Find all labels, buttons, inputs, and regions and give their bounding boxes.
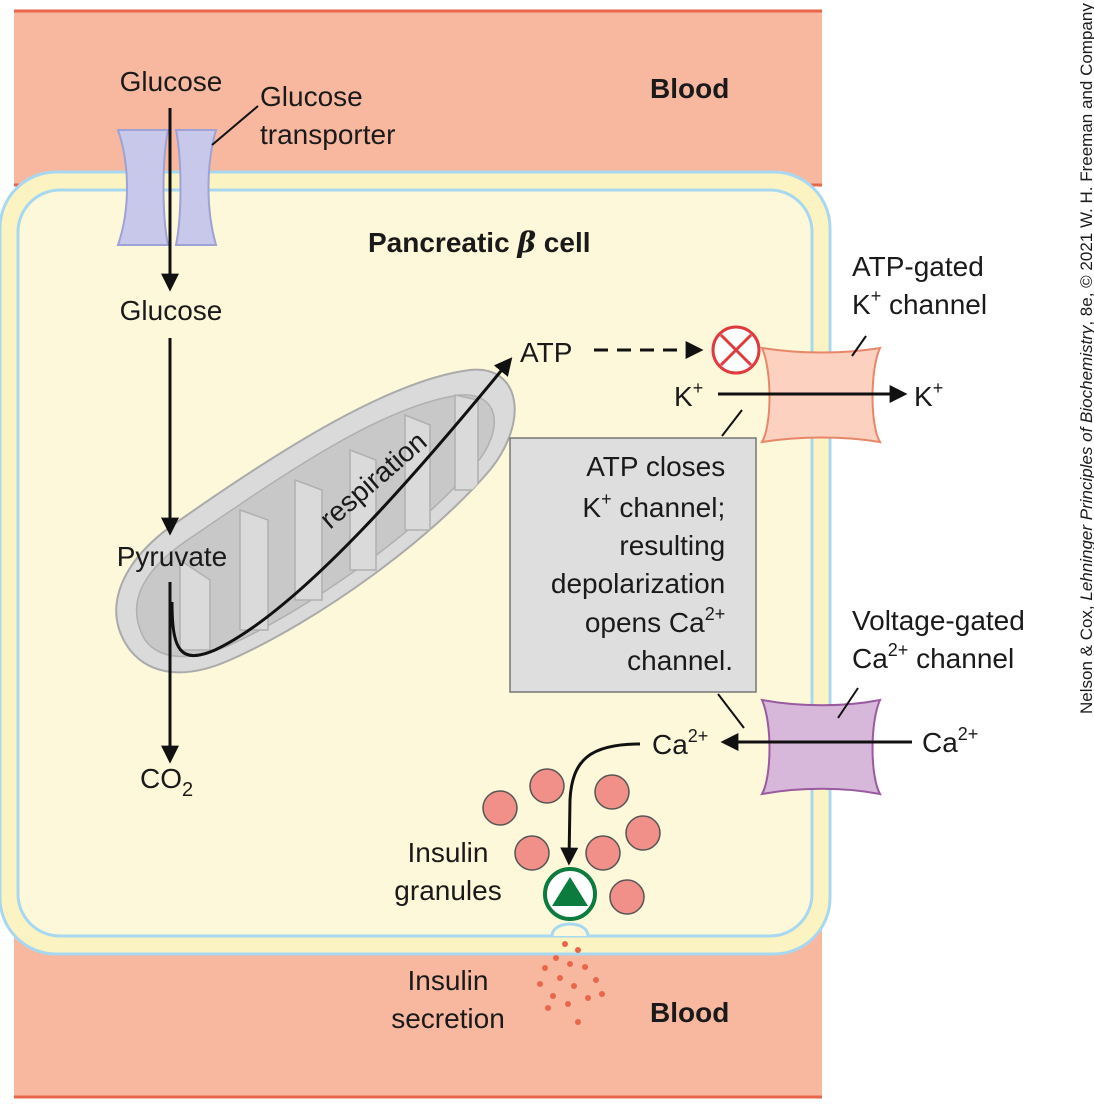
copyright-credit: Nelson & Cox, Lehninger Principles of Bi… — [1077, 3, 1094, 714]
insulin-granule — [585, 835, 621, 871]
atp-gated-k-channel-label: ATP-gated K+ channel — [852, 251, 987, 320]
blood-top-label: Blood — [650, 73, 729, 104]
exocytosis-icon — [543, 867, 597, 921]
k-outside-label: K+ — [914, 378, 943, 412]
voltage-gated-ca-channel-label: Voltage-gated Ca2+ channel — [852, 605, 1025, 674]
note-box — [509, 409, 757, 729]
glucose-transporter-label: Glucose transporter — [260, 81, 395, 150]
ca-inside-label: Ca2+ — [652, 726, 708, 760]
k-inside-label: K+ — [674, 378, 703, 412]
glucose-transporter — [116, 105, 259, 246]
blocked-icon — [711, 325, 761, 375]
insulin-granule — [625, 815, 661, 851]
insulin-granule — [482, 790, 518, 826]
voltage-gated-ca-channel — [760, 687, 882, 796]
note-text: ATP closes K+ channel; resulting depolar… — [551, 451, 733, 676]
insulin-granule — [529, 768, 565, 804]
insulin-secretion-label: Insulin secretion — [391, 965, 505, 1034]
co2-label: CO2 — [140, 763, 193, 801]
glucose-outside-label: Glucose — [120, 66, 223, 97]
respiration-arrow — [170, 357, 513, 658]
insulin-granule — [594, 774, 630, 810]
blood-bottom-label: Blood — [650, 997, 729, 1028]
insulin-granules — [482, 768, 661, 915]
cell-title: Pancreatic β cell — [368, 226, 591, 259]
atp-gated-k-channel — [760, 335, 882, 444]
insulin-granules-label: Insulin granules — [394, 837, 501, 906]
ca-outside-label: Ca2+ — [922, 724, 978, 758]
glucose-inside-label: Glucose — [120, 295, 223, 326]
pancreatic-beta-cell — [0, 170, 832, 956]
mitochondrion — [115, 368, 516, 674]
insulin-granule — [514, 835, 550, 871]
insulin-granule — [609, 879, 645, 915]
secretion-dots — [537, 922, 605, 1025]
ca-to-granule-arrow — [560, 742, 641, 866]
pyruvate-label: Pyruvate — [117, 541, 228, 572]
atp-label: ATP — [520, 337, 572, 368]
